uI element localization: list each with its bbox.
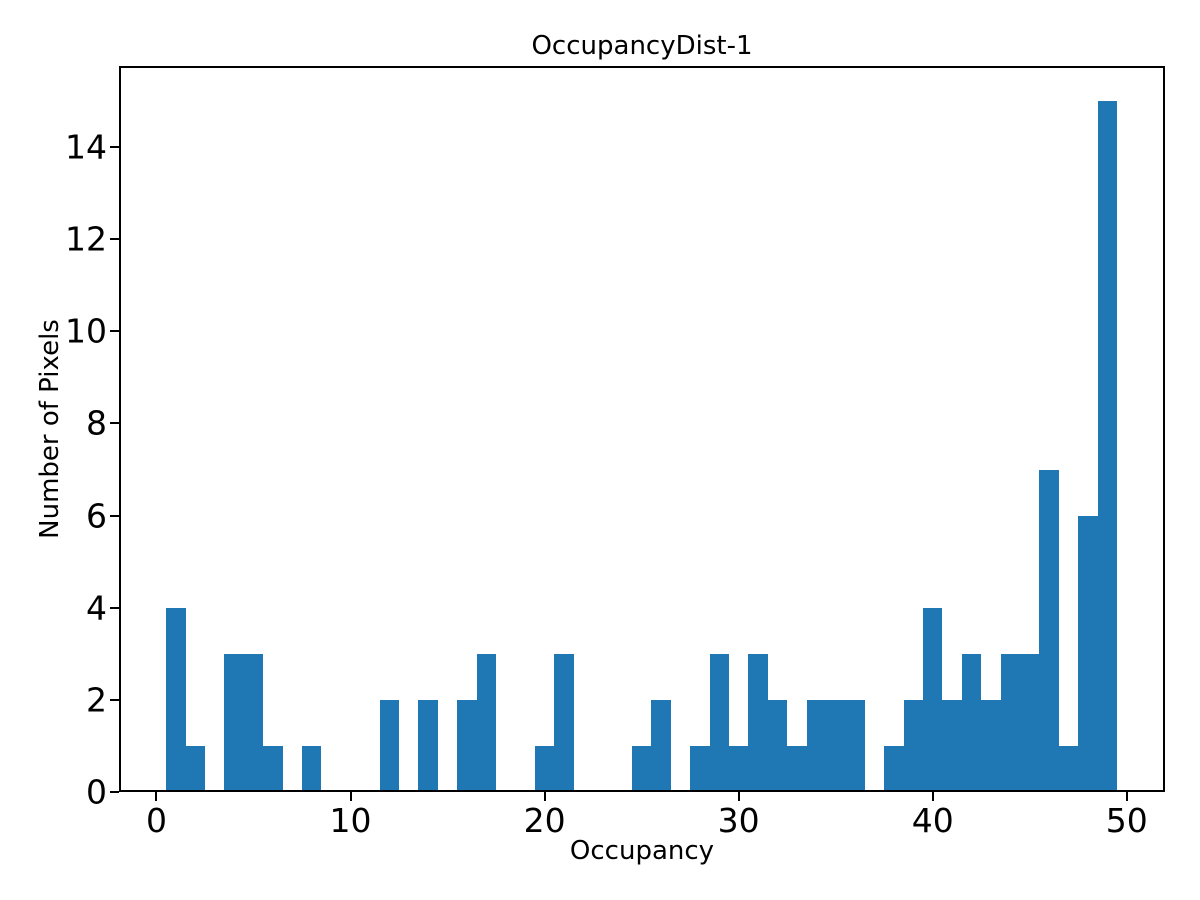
- x-tick-label: 50: [1105, 801, 1148, 840]
- top-spine: [119, 66, 1165, 68]
- x-tick-mark: [543, 792, 546, 801]
- histogram-bar: [903, 699, 923, 792]
- histogram-bar: [923, 607, 943, 792]
- histogram-bar: [457, 699, 477, 792]
- y-tick-mark: [110, 422, 119, 425]
- histogram-bar: [825, 699, 846, 792]
- histogram-bar: [263, 745, 283, 792]
- x-tick-mark: [1125, 792, 1128, 801]
- x-tick-label: 40: [911, 801, 954, 840]
- histogram-bar: [1000, 653, 1021, 792]
- x-axis-label: Occupancy: [569, 836, 715, 866]
- histogram-bar: [728, 745, 749, 792]
- histogram-bar: [243, 653, 264, 792]
- histogram-bar: [748, 653, 768, 792]
- y-tick-mark: [110, 698, 119, 701]
- histogram-bar: [767, 699, 788, 792]
- histogram-bar: [302, 745, 322, 792]
- bottom-spine: [119, 790, 1165, 792]
- histogram-bar: [942, 699, 962, 792]
- y-tick-label: 2: [86, 680, 107, 720]
- histogram-bar: [845, 699, 865, 792]
- x-tick-label: 0: [145, 801, 167, 840]
- histogram-bar: [534, 745, 555, 792]
- x-tick-label: 30: [717, 801, 760, 840]
- histogram-bar: [554, 653, 574, 792]
- histogram-bar: [1020, 653, 1040, 792]
- histogram-bar: [224, 653, 244, 792]
- y-tick-label: 14: [65, 127, 107, 167]
- histogram-bar: [651, 699, 671, 792]
- x-tick-mark: [155, 792, 158, 801]
- x-tick-mark: [931, 792, 934, 801]
- y-tick-label: 12: [65, 219, 107, 259]
- histogram-bar: [981, 699, 1001, 792]
- y-tick-label: 4: [86, 588, 107, 628]
- histogram-bar: [961, 653, 982, 792]
- histogram-bar: [1078, 515, 1098, 792]
- y-tick-mark: [110, 606, 119, 609]
- y-tick-label: 10: [65, 311, 107, 351]
- x-tick-mark: [737, 792, 740, 801]
- histogram-bar: [1039, 469, 1059, 792]
- y-tick-mark: [110, 330, 119, 333]
- histogram-bar: [379, 699, 400, 792]
- y-tick-label: 6: [86, 496, 107, 536]
- chart-title: OccupancyDist-1: [531, 31, 753, 61]
- x-tick-mark: [349, 792, 352, 801]
- y-tick-label: 0: [86, 772, 107, 812]
- histogram-bar: [476, 653, 497, 792]
- y-tick-mark: [110, 146, 119, 149]
- x-tick-label: 20: [523, 801, 566, 840]
- histogram-bar: [185, 745, 205, 792]
- histogram-bar: [1058, 745, 1079, 792]
- y-tick-label: 8: [86, 403, 107, 443]
- histogram-bar: [884, 745, 904, 792]
- plot-area: [119, 66, 1165, 792]
- histogram-bar: [631, 745, 652, 792]
- y-tick-mark: [110, 791, 119, 793]
- histogram-bar: [806, 699, 826, 792]
- histogram-bar: [690, 745, 710, 792]
- histogram-bar: [1097, 101, 1118, 792]
- histogram-bar: [166, 607, 186, 792]
- left-spine: [119, 66, 121, 792]
- histogram-bar: [709, 653, 729, 792]
- histogram-bar: [418, 699, 438, 792]
- right-spine: [1163, 66, 1165, 792]
- x-tick-label: 10: [329, 801, 372, 840]
- y-tick-mark: [110, 238, 119, 241]
- y-tick-mark: [110, 514, 119, 517]
- histogram-bar: [787, 745, 807, 792]
